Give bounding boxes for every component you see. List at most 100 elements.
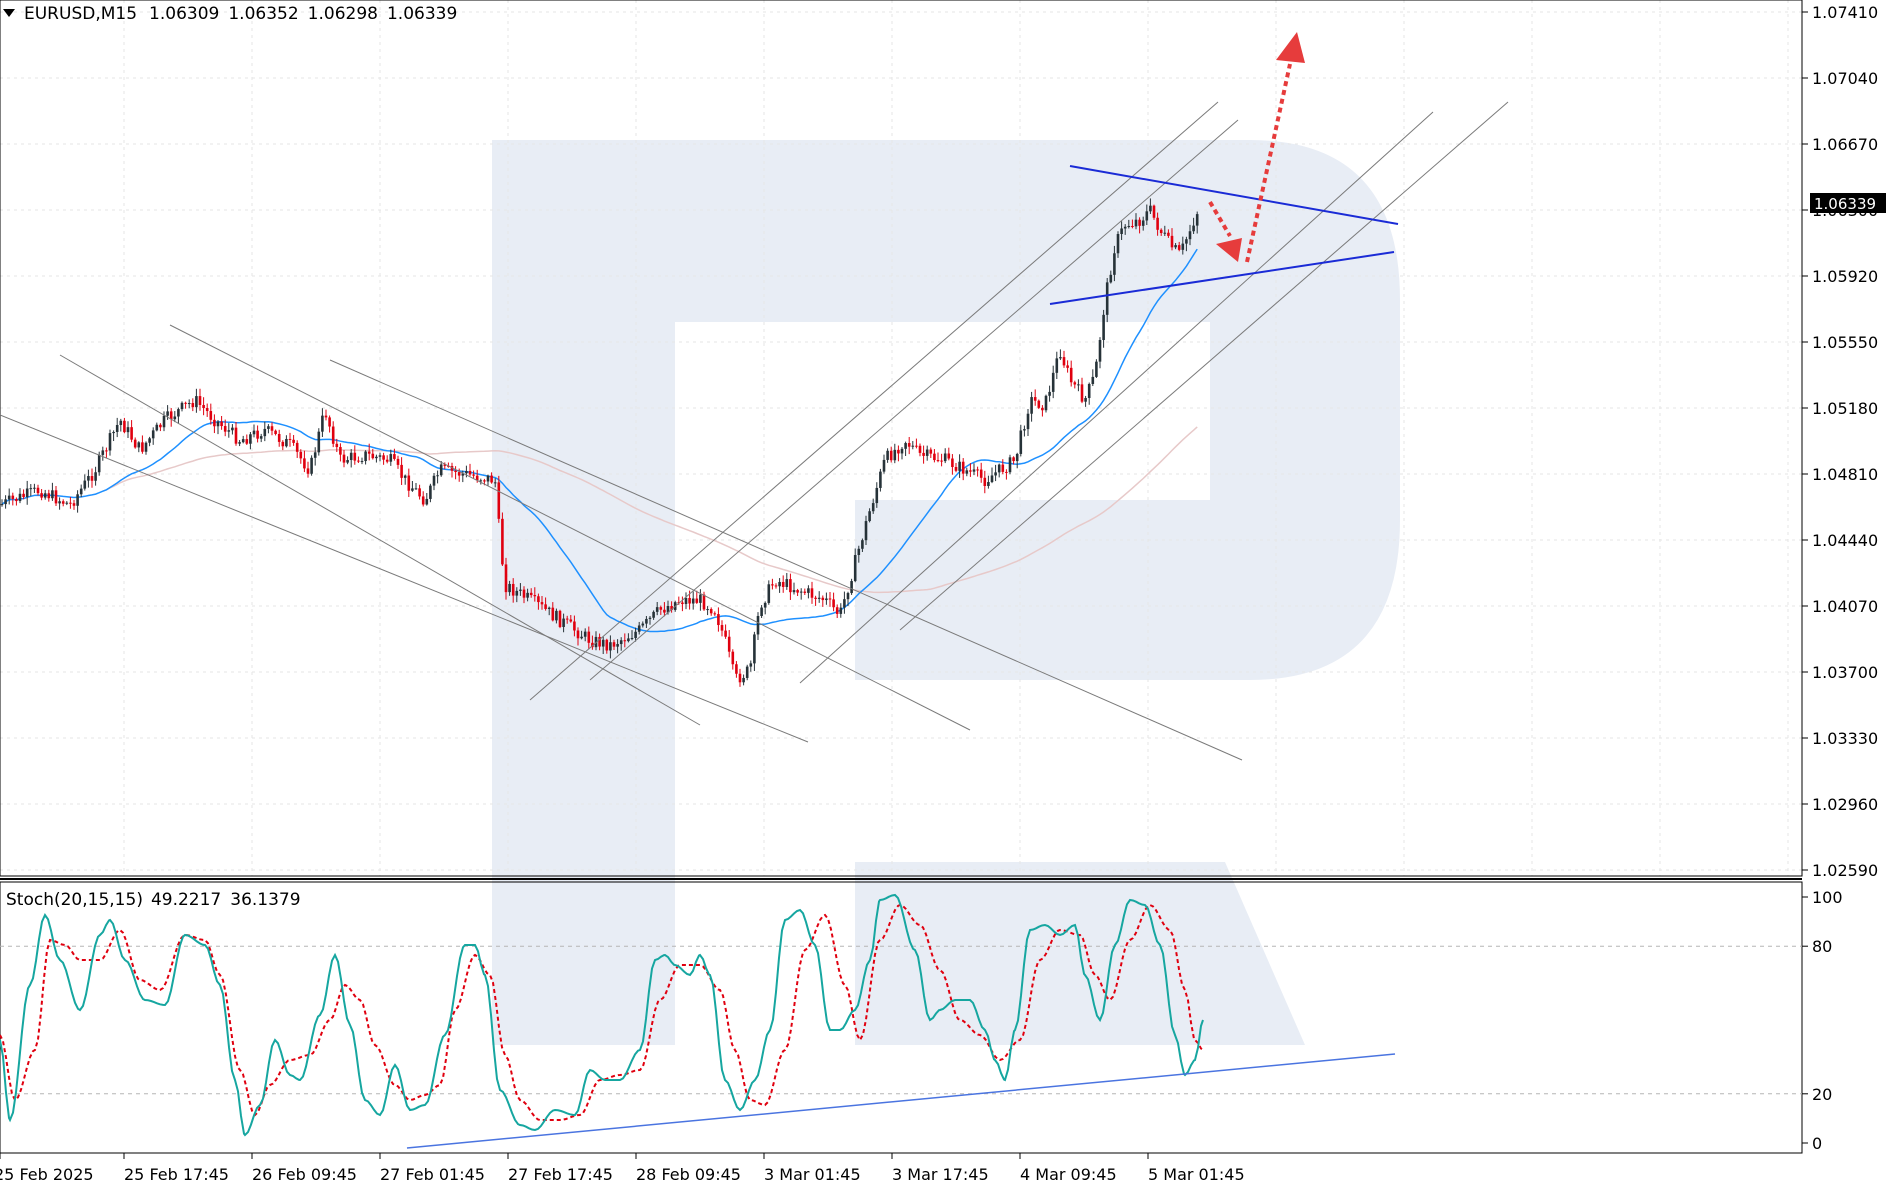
channel-upper-line[interactable] <box>1069 165 1399 225</box>
candle-body <box>637 625 641 632</box>
candle-body <box>839 607 843 614</box>
candle-body <box>69 502 72 504</box>
candle-body <box>382 455 385 460</box>
stoch-main-value: 49.2217 <box>151 890 221 910</box>
candle-body <box>461 473 465 476</box>
forecast-arrows <box>1208 32 1305 263</box>
candle-body <box>943 453 947 462</box>
candle-body <box>205 408 209 412</box>
candle-body <box>879 471 882 488</box>
channel-lower-line[interactable] <box>1049 251 1395 305</box>
price-tick-label: 1.07040 <box>1812 69 1878 88</box>
header: EURUSD,M15 1.06309 1.06352 1.06298 1.06339 <box>3 4 457 24</box>
time-tick-label: 5 Mar 01:45 <box>1148 1165 1245 1183</box>
candle-body <box>40 493 43 498</box>
candle-body <box>51 490 54 499</box>
candle-body <box>544 604 547 609</box>
price-tick-label: 1.06670 <box>1812 135 1878 154</box>
candle-body <box>173 416 177 420</box>
candle-body <box>990 475 994 483</box>
candle-body <box>159 424 162 428</box>
candle-body <box>738 673 742 683</box>
candle-body <box>1123 226 1127 229</box>
candle-body <box>616 644 619 647</box>
candle-body <box>418 488 421 497</box>
candle-body <box>1037 400 1041 408</box>
candle-body <box>828 598 832 600</box>
candle-body <box>522 589 526 598</box>
candle-body <box>436 475 439 477</box>
candle-body <box>583 631 587 637</box>
candle-body <box>115 424 119 432</box>
price-tick-label: 1.05550 <box>1812 333 1878 352</box>
candle-body <box>187 403 191 405</box>
candle-body <box>72 503 76 506</box>
candle-body <box>897 449 900 454</box>
candle-body <box>958 461 961 471</box>
trend-line <box>529 101 1219 701</box>
candle-body <box>893 449 897 461</box>
candle-body <box>285 438 288 447</box>
candle-body <box>443 464 447 466</box>
candle-body <box>1116 234 1120 254</box>
candle-body <box>371 453 375 459</box>
candle-body <box>245 439 249 444</box>
candle-body <box>162 415 166 428</box>
stoch-panel-frame <box>0 881 1803 1154</box>
candle-body <box>659 607 663 610</box>
time-tick-label: 27 Feb 17:45 <box>508 1165 613 1183</box>
candle-body <box>209 411 213 420</box>
candle-body <box>292 439 295 443</box>
candle-body <box>331 426 335 444</box>
stoch-label: Stoch(20,15,15) <box>6 890 143 910</box>
candle-body <box>22 493 25 497</box>
candle-body <box>1159 229 1163 234</box>
dropdown-triangle-icon[interactable] <box>3 9 15 17</box>
forecast-arrow-down-head <box>1216 238 1242 262</box>
candle-body <box>760 607 763 616</box>
candle-body <box>987 482 990 486</box>
candle-body <box>472 474 475 476</box>
trend-lines[interactable] <box>0 101 1509 761</box>
candle-body <box>969 470 972 472</box>
candle-body <box>652 611 655 618</box>
trend-line <box>899 101 1509 631</box>
candle-body <box>1087 383 1091 399</box>
candle-body <box>364 451 367 462</box>
candle-body <box>864 521 868 541</box>
forecast-arrow-up-head <box>1276 32 1305 63</box>
forecast-arrow-up-line <box>1245 63 1292 263</box>
candle-body <box>508 583 511 593</box>
candle-body <box>821 597 825 601</box>
candle-body <box>486 475 490 482</box>
candle-body <box>144 442 148 452</box>
candle-body <box>4 499 7 505</box>
candle-body <box>691 598 695 604</box>
stoch-trend-line[interactable] <box>406 1053 1396 1149</box>
candle-body <box>101 450 105 455</box>
candle-body <box>335 443 339 448</box>
candle-body <box>475 475 479 481</box>
candle-body <box>411 488 414 491</box>
candle-body <box>403 475 407 478</box>
candle-body <box>497 482 501 519</box>
candle-body <box>983 477 987 486</box>
candle-body <box>655 607 659 612</box>
candle-body <box>61 501 65 504</box>
candle-body <box>36 487 40 494</box>
candle-body <box>825 598 828 601</box>
candle-body <box>1080 384 1084 402</box>
candle-body <box>1138 219 1141 226</box>
candle-body <box>141 442 144 452</box>
candle-body <box>393 454 396 459</box>
candle-body <box>1134 219 1138 227</box>
candle-body <box>385 459 389 462</box>
time-tick-label: 28 Feb 09:45 <box>636 1165 741 1183</box>
candle-body <box>591 642 594 648</box>
candle-body <box>1073 382 1077 385</box>
candle-body <box>565 618 569 620</box>
candle-body <box>1177 245 1181 250</box>
candle-body <box>630 638 634 640</box>
candle-body <box>965 470 969 474</box>
